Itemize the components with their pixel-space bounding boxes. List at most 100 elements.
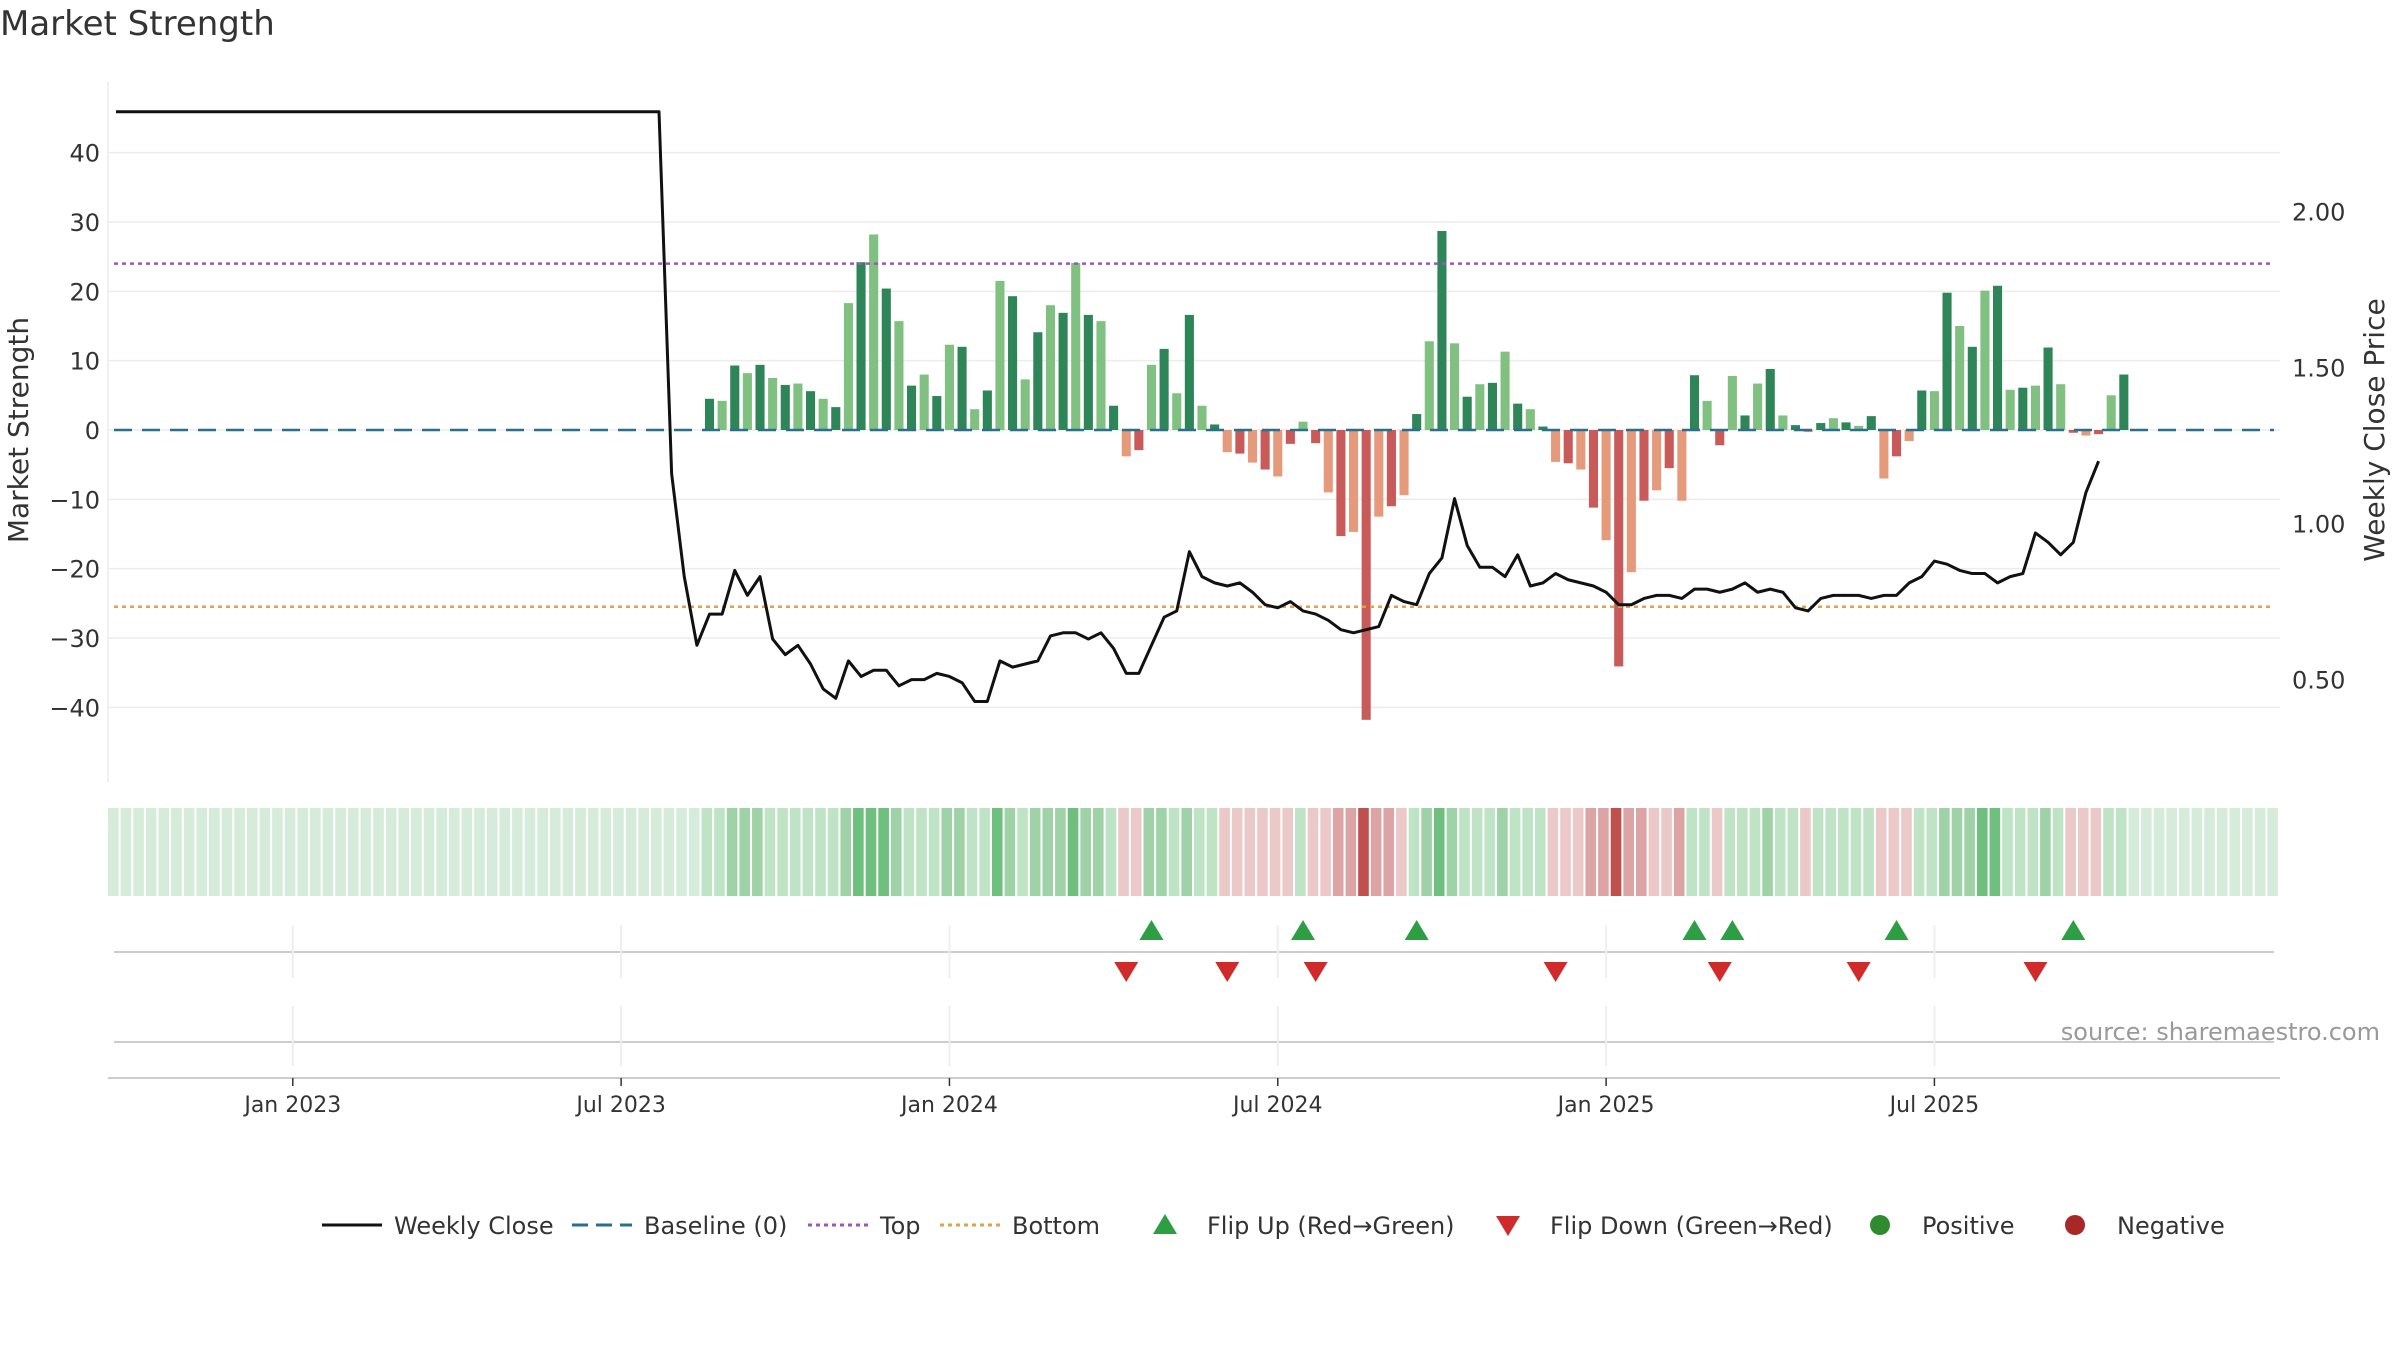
strength-bar [1689,375,1700,430]
heat-cell [2204,808,2215,896]
heat-cell [2229,808,2241,896]
flip-up-marker [1404,920,1429,940]
legend-item: Bottom [940,1212,1100,1240]
strength-bar [818,398,828,430]
heat-cell [1042,808,1054,896]
heat-cell [1130,808,1142,896]
strength-bar [717,400,727,430]
heat-cell [423,808,435,896]
strength-bar [1109,405,1119,430]
legend-label: Positive [1922,1212,2015,1240]
strength-bar [2005,389,2015,430]
strength-bar [1765,368,1775,430]
flip-down-marker [1707,962,1732,982]
strength-bar [1399,430,1409,496]
strength-bar [2119,374,2129,430]
heat-cell [234,808,245,896]
strength-bar [1045,305,1056,430]
heat-cell [1825,808,1837,896]
strength-bar [1134,430,1144,451]
heat-cell [1863,808,1874,896]
strength-bar [1639,430,1649,501]
heat-cell [347,808,359,896]
heat-cell [373,808,384,896]
heat-cell [1926,808,1938,896]
strength-bar [1525,409,1535,430]
heat-cell [322,808,334,896]
strength-bar [1374,430,1384,517]
heat-cell [196,808,208,896]
heat-cell [2166,808,2177,896]
strength-bar [932,396,942,430]
heat-cell [1370,808,1382,896]
heat-cell [2178,808,2190,896]
heat-cell [1459,808,1470,896]
strength-bar [1273,430,1283,477]
y-axis-label-left: Market Strength [2,317,35,543]
heat-cell [1673,808,1685,896]
heat-cell [764,808,776,896]
strength-bar [1942,292,1952,430]
strength-bar [1563,430,1573,464]
heat-cell [903,808,915,896]
strength-bar [1210,424,1220,430]
heat-cell [1421,808,1432,896]
y-tick-label-right: 2.00 [2292,199,2345,227]
heat-cell [638,808,649,896]
x-tick-label: Jan 2023 [242,1093,341,1118]
strength-bar [1677,430,1687,501]
heat-cell [310,808,321,896]
strength-bar [1285,430,1295,444]
heat-cell [1572,808,1584,896]
heat-cell [676,808,687,896]
heat-cell [1471,808,1483,896]
heat-cell [120,808,132,896]
heat-cell [663,808,675,896]
strength-bar [919,374,929,430]
heat-cell [991,808,1003,896]
source-label: source: sharemaestro.com [2061,1018,2380,1046]
heat-cell [625,808,637,896]
strength-bar [1020,379,1030,430]
heat-cell [1244,808,1256,896]
heat-cell [575,808,586,896]
heat-cell [209,808,220,896]
heat-cell [2103,808,2114,896]
strength-bar [1450,343,1460,430]
heat-cell [2027,808,2039,896]
heat-cell [1749,808,1761,896]
strength-bar [995,280,1005,430]
strength-bar [1753,383,1763,430]
strength-bar [1083,314,1093,430]
strength-bar [881,288,891,430]
strength-bar [1879,430,1889,479]
strength-bar [1866,416,1876,430]
flip-down-marker [1215,962,1240,982]
heat-cell [411,808,422,896]
heat-cell [246,808,258,896]
strength-bar [1929,391,1939,430]
strength-bar [1475,384,1485,430]
legend: Weekly Close Baseline (0) Top Bottom Flip Up… [322,1212,2225,1240]
strength-bar [1247,430,1258,463]
strength-bar [2106,395,2116,430]
heat-cell [158,808,170,896]
strength-bar [755,364,765,430]
strength-bar [1917,390,1927,430]
legend-label: Weekly Close [394,1212,554,1240]
legend-item: Positive [1870,1212,2015,1240]
legend-item: Weekly Close [322,1212,554,1240]
strength-bar [1348,430,1359,532]
heat-cell [1105,808,1117,896]
strength-bar [1702,400,1712,430]
legend-swatch [1870,1215,1890,1235]
heat-cell [499,808,511,896]
heat-cell [1004,808,1016,896]
heat-cell [1484,808,1496,896]
strength-bar [869,234,879,430]
flip-up-marker [1139,920,1164,940]
heat-cell [1560,808,1571,896]
heat-cell [1737,808,1748,896]
heat-cell [272,808,283,896]
flip-down-marker [2023,962,2048,982]
